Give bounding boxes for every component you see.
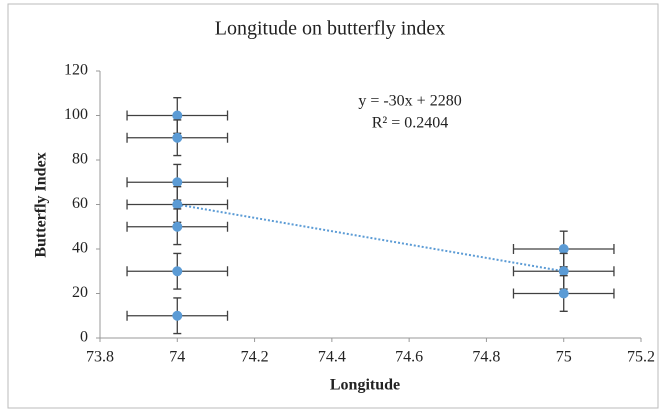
point <box>172 177 183 188</box>
point <box>558 266 569 277</box>
y-tick-label: 80 <box>72 151 88 168</box>
point <box>172 199 183 210</box>
y-tick-label: 60 <box>72 195 88 212</box>
y-tick-label: 40 <box>72 240 88 257</box>
trend-r2: R² = 0.2404 <box>372 115 449 132</box>
x-tick-label: 74.2 <box>241 349 269 366</box>
x-tick-label: 73.8 <box>86 349 114 366</box>
chart-frame <box>7 3 659 409</box>
chart-title: Longitude on butterfly index <box>215 18 446 40</box>
y-axis-title: Butterfly Index <box>33 152 50 257</box>
point <box>172 110 183 121</box>
x-tick-label: 74.4 <box>318 349 346 366</box>
point <box>172 132 183 143</box>
x-tick-label: 74 <box>169 349 185 366</box>
y-tick-label: 100 <box>64 106 88 123</box>
point <box>558 288 569 299</box>
y-tick-label: 0 <box>80 329 88 346</box>
y-tick-label: 20 <box>72 284 88 301</box>
trendline <box>177 203 564 273</box>
x-tick-label: 75.2 <box>627 349 655 366</box>
point <box>172 266 183 277</box>
y-tick-label: 120 <box>64 62 88 79</box>
x-axis-title: Longitude <box>330 377 400 394</box>
x-tick-label: 75 <box>556 349 572 366</box>
x-tick-label: 74.6 <box>395 349 423 366</box>
x-tick-label: 74.8 <box>472 349 500 366</box>
trend-equation: y = -30x + 2280 <box>358 93 461 110</box>
point <box>558 244 569 254</box>
point <box>172 221 183 232</box>
point <box>172 310 183 321</box>
